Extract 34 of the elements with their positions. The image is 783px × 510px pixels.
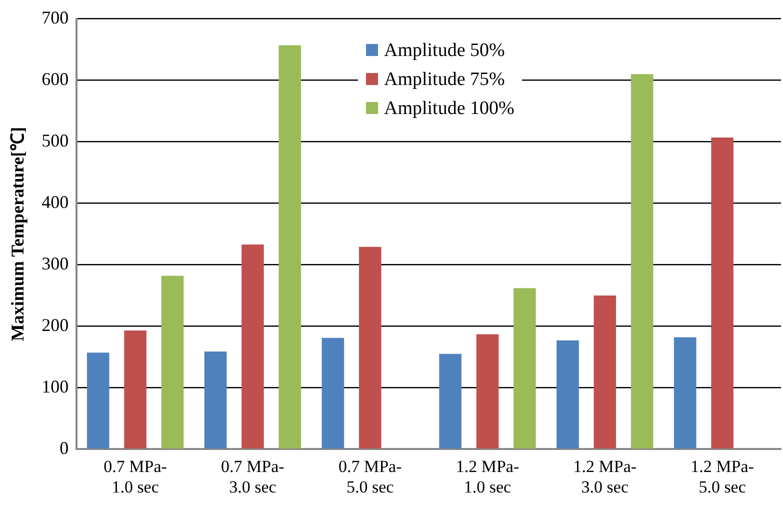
bar (476, 334, 499, 449)
bar (630, 74, 654, 449)
y-tick-label: 300 (42, 253, 69, 274)
bar (711, 137, 734, 449)
y-tick-label: 700 (42, 8, 69, 28)
y-axis-title: Maximum Temperature[℃] (7, 126, 28, 342)
bar (278, 45, 302, 449)
bar (556, 340, 579, 449)
y-tick-label: 500 (42, 130, 69, 151)
x-tick-label: 1.2 MPa-5.0 sec (690, 456, 754, 496)
bar (242, 244, 264, 449)
bar (322, 338, 344, 449)
bar (674, 337, 696, 449)
bar (514, 288, 536, 449)
bar (161, 276, 184, 449)
legend-label: Amplitude 75% (384, 69, 505, 90)
y-tick-label: 100 (42, 376, 69, 396)
x-tick-label: 0.7 MPa-3.0 sec (221, 456, 285, 496)
legend-label: Amplitude 50% (384, 40, 505, 61)
bar (204, 351, 227, 449)
y-tick-label: 0 (60, 438, 69, 458)
bar (124, 330, 146, 449)
y-tick-label: 400 (42, 192, 69, 212)
x-tick-label: 1.2 MPa-3.0 sec (573, 456, 637, 496)
y-tick-label: 600 (42, 69, 69, 90)
bar (86, 352, 110, 449)
x-tick-label: 1.2 MPa-1.0 sec (456, 456, 520, 496)
y-tick-label: 200 (42, 314, 69, 335)
x-tick-label: 0.7 MPa-5.0 sec (338, 456, 402, 496)
bar (358, 246, 382, 449)
bar (439, 354, 462, 449)
x-tick-label: 0.7 MPa-1.0 sec (104, 456, 168, 496)
legend-label: Amplitude 100% (384, 98, 514, 119)
bar (594, 295, 616, 449)
